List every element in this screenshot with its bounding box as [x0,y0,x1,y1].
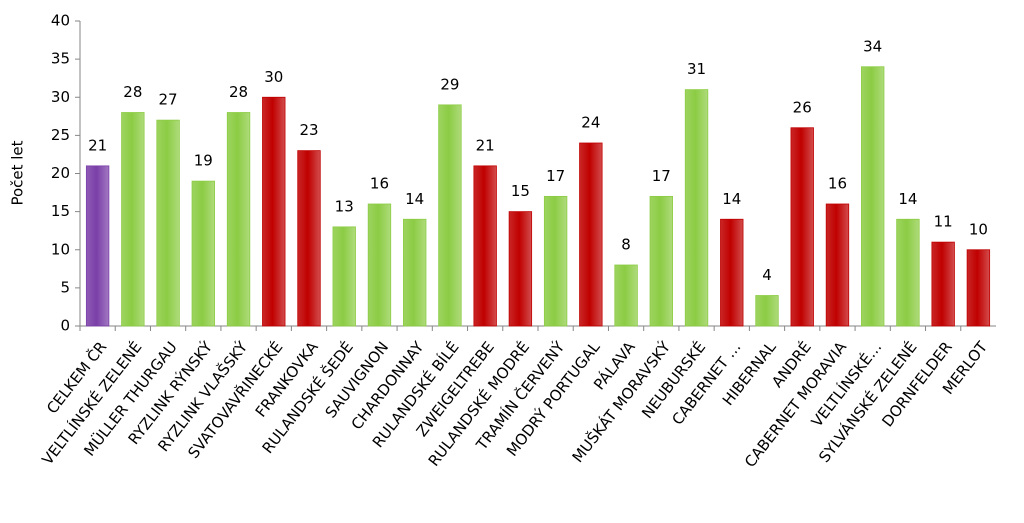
bar [156,119,180,327]
bar [931,241,955,327]
bar [896,218,920,327]
data-label: 17 [546,167,565,185]
y-tick-label: 30 [51,88,70,106]
y-axis-title: Počet let [9,140,27,205]
y-tick-label: 10 [51,240,70,258]
y-tick-label: 20 [51,164,70,182]
bar [614,264,638,327]
y-tick-label: 25 [51,126,70,144]
bar [684,89,709,327]
bar [262,96,286,327]
data-label: 8 [621,236,631,254]
y-tick-label: 0 [60,317,70,335]
bar [473,165,497,327]
bar [403,218,427,327]
bar [825,203,850,327]
data-label: 16 [370,175,389,193]
data-label: 29 [440,75,459,93]
bar [226,112,251,327]
data-label: 27 [159,91,178,109]
data-label: 31 [687,60,706,78]
data-label: 23 [299,121,318,139]
data-label: 21 [476,136,495,154]
y-tick-label: 5 [60,278,70,296]
data-label: 28 [123,83,142,101]
data-label: 34 [863,37,882,55]
bar [543,195,568,327]
y-tick-label: 40 [51,12,70,30]
bar [649,195,673,327]
data-label: 16 [828,175,847,193]
data-label: 4 [762,266,772,284]
bar [755,295,779,327]
data-label: 26 [793,98,812,116]
bar [508,211,533,327]
bar [191,180,215,327]
data-label: 14 [722,190,741,208]
data-label: 21 [88,136,107,154]
bar [332,226,356,327]
bar [121,112,145,327]
bar [720,218,744,327]
bar [861,66,885,327]
data-label: 14 [405,190,424,208]
bar [367,203,392,327]
bar [438,104,462,327]
bar [579,142,603,327]
bar [297,150,321,327]
data-label: 24 [581,114,600,132]
data-label: 15 [511,182,530,200]
data-label: 11 [934,213,953,231]
y-tick-label: 15 [51,202,70,220]
bar [790,127,814,327]
data-label: 19 [194,152,213,170]
data-label: 13 [335,197,354,215]
data-label: 17 [652,167,671,185]
data-label: 14 [898,190,917,208]
data-label: 28 [229,83,248,101]
data-label: 10 [969,220,988,238]
data-label: 30 [264,68,283,86]
bar [966,249,991,327]
y-tick-label: 35 [51,50,70,68]
bar [85,165,110,327]
